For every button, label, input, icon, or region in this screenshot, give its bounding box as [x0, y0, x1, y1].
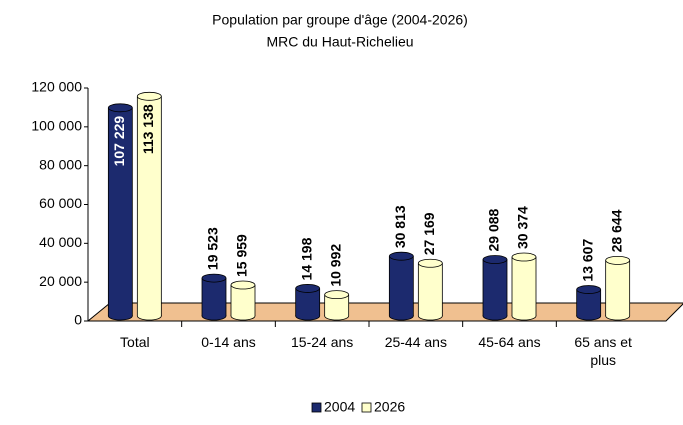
bar-top [605, 255, 631, 265]
bar-top [295, 284, 321, 293]
legend-label: 2026 [374, 399, 405, 415]
y-tick-label: 100 000 [31, 118, 82, 134]
value-label: 13 607 [579, 239, 595, 282]
bar [483, 259, 507, 316]
y-tick-label: 120 000 [31, 79, 82, 95]
x-tick-label: 65 ans et plus [574, 334, 632, 368]
bar [389, 256, 414, 316]
bar [418, 263, 443, 316]
bar-top [511, 252, 537, 262]
legend-swatch [361, 402, 372, 413]
x-tick-label: 25-44 ans [384, 334, 447, 350]
value-label: 30 374 [515, 206, 531, 249]
bar-top [576, 285, 602, 294]
bar-top [324, 290, 350, 300]
y-tick-label: 40 000 [39, 234, 82, 250]
value-label: 30 813 [392, 205, 408, 248]
legend-label: 2004 [324, 399, 355, 415]
bar [324, 294, 349, 316]
bar [108, 107, 133, 316]
bar-top [136, 91, 162, 101]
value-label: 107 229 [111, 116, 127, 167]
value-label: 113 138 [140, 104, 156, 154]
bar [202, 278, 226, 316]
bar [512, 257, 536, 316]
bar-top [388, 251, 414, 261]
bar [295, 288, 320, 316]
chart-subtitle: MRC du Haut-Richelieu [266, 34, 413, 50]
bar-top [417, 258, 443, 268]
bar-top [482, 255, 508, 264]
bar [576, 289, 601, 316]
y-tick-label: 0 [74, 312, 82, 328]
chart-title: Population par groupe d'âge (2004-2026) [212, 12, 468, 28]
value-label: 27 169 [421, 212, 437, 255]
value-label: 29 088 [486, 208, 502, 251]
value-label: 15 959 [234, 234, 250, 277]
legend-swatch [311, 402, 322, 413]
bar-top [107, 103, 133, 113]
bar [605, 260, 630, 316]
y-tick-label: 20 000 [39, 273, 82, 289]
value-label: 19 523 [205, 227, 221, 270]
bar [137, 96, 162, 316]
x-tick-label: 45-64 ans [478, 334, 541, 350]
value-label: 28 644 [608, 209, 624, 252]
y-tick-label: 80 000 [39, 156, 82, 172]
y-tick-label: 60 000 [39, 195, 82, 211]
x-tick-label: 0-14 ans [201, 334, 256, 350]
value-label: 14 198 [298, 237, 314, 280]
x-tick-label: 15-24 ans [291, 334, 354, 350]
bar [231, 285, 255, 316]
x-tick-label: Total [120, 334, 150, 350]
value-label: 10 992 [327, 244, 343, 287]
bar-top [201, 273, 227, 283]
bar-top [230, 280, 256, 290]
